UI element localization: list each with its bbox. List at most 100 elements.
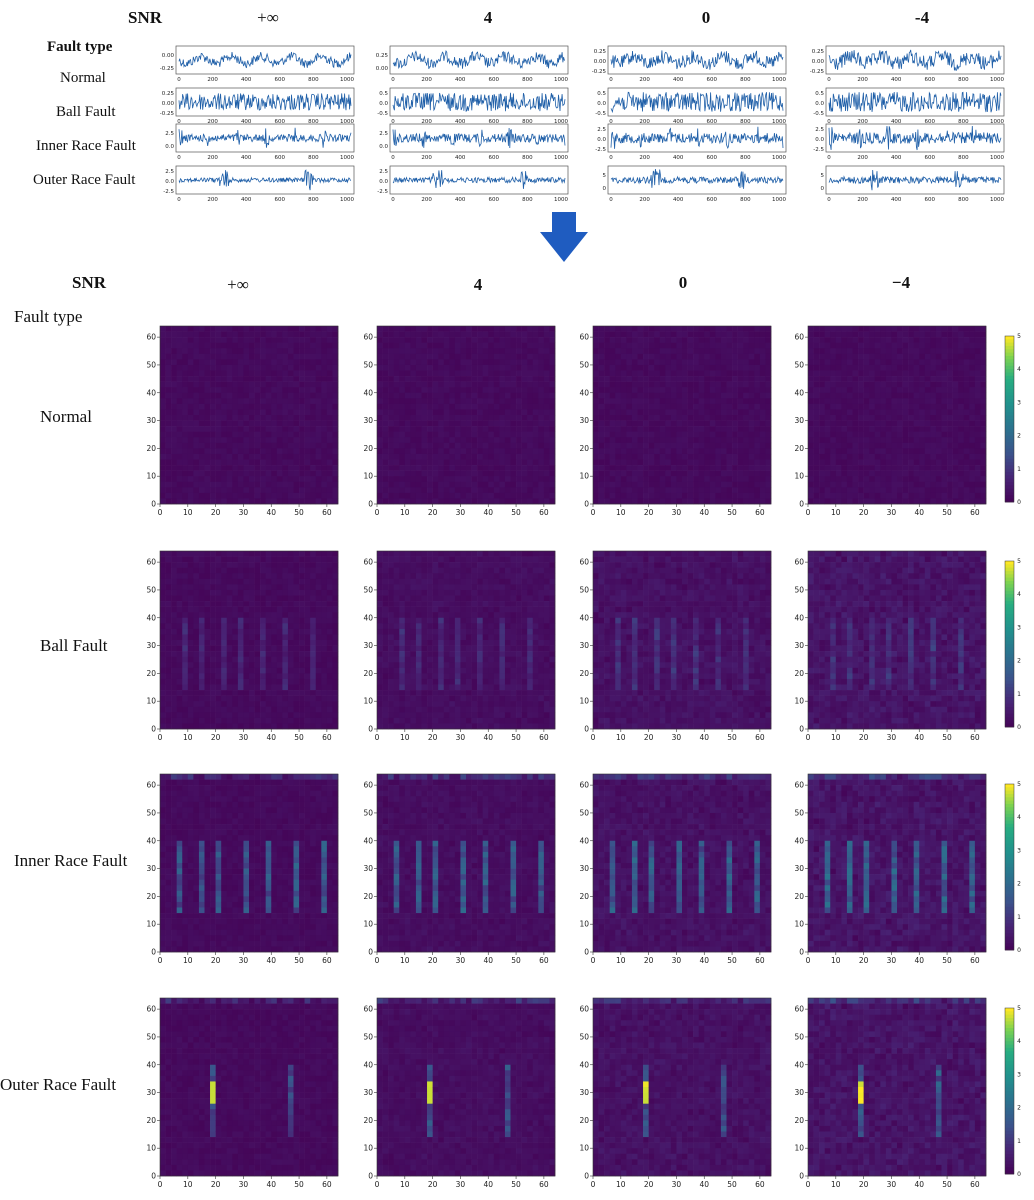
heatmap-cell — [510, 364, 517, 371]
heatmap-cell — [488, 437, 495, 444]
heatmap-cell — [443, 326, 450, 332]
heatmap-cell — [819, 448, 825, 455]
heatmap-cell — [165, 667, 172, 674]
heatmap-cell — [620, 437, 627, 444]
heatmap-cell — [198, 326, 205, 332]
waveform-y-tick: 0.00 — [162, 53, 175, 59]
heatmap-cell — [765, 387, 772, 394]
heatmap-cell — [715, 376, 722, 382]
heatmap-cell — [863, 376, 870, 382]
heatmap-cell — [504, 392, 511, 399]
heatmap-cell — [504, 453, 511, 460]
heatmap-cell — [226, 326, 233, 332]
heatmap-cell — [299, 376, 305, 382]
heatmap-cell — [891, 331, 898, 338]
heatmap-cell — [482, 403, 489, 410]
heatmap-cell — [824, 420, 831, 427]
heatmap-cell — [852, 370, 859, 377]
heatmap-cell — [858, 437, 864, 444]
waveform-x-tick: 600 — [275, 197, 286, 203]
heatmap-cell — [732, 331, 738, 338]
heatmap-cell — [232, 623, 239, 630]
heatmap-cell — [748, 403, 755, 410]
heatmap-cell — [935, 359, 942, 366]
heatmap-y-tick: 30 — [794, 416, 804, 425]
heatmap-cell — [399, 359, 406, 366]
heatmap-cell — [846, 381, 853, 388]
heatmap-cell — [908, 415, 914, 421]
heatmap-cell — [193, 364, 200, 371]
heatmap-cell — [198, 364, 205, 371]
heatmap-cell — [210, 376, 216, 382]
heatmap-cell — [615, 470, 622, 477]
heatmap-cell — [880, 392, 887, 399]
heatmap-cell — [720, 476, 727, 483]
heatmap-cell — [237, 567, 244, 574]
heatmap-cell — [454, 453, 461, 460]
heatmap-cell — [835, 403, 842, 410]
heatmap-cell — [963, 370, 970, 377]
heatmap-x-tick: 20 — [859, 508, 869, 517]
heatmap-cell — [980, 326, 987, 332]
heatmap-cell — [160, 717, 166, 724]
heatmap-cell — [637, 415, 644, 421]
heatmap-cell — [221, 376, 228, 382]
heatmap-cell — [493, 348, 500, 355]
heatmap-cell — [765, 437, 772, 444]
heatmap-cell — [682, 442, 688, 449]
heatmap-cell — [913, 331, 920, 338]
heatmap-cell — [510, 342, 517, 349]
heatmap-cell — [897, 442, 903, 449]
heatmap-cell — [527, 370, 534, 377]
heatmap-cell — [869, 381, 876, 388]
heatmap-cell — [226, 617, 233, 624]
heatmap-cell — [521, 326, 528, 332]
heatmap-cell — [160, 695, 166, 702]
heatmap-cell — [919, 465, 926, 471]
heatmap-cell — [326, 381, 333, 388]
heatmap-cell — [421, 392, 428, 399]
heatmap-cell — [631, 381, 638, 388]
heatmap-cell — [415, 470, 422, 477]
heatmap-cell — [226, 723, 233, 730]
heatmap-cell — [176, 651, 183, 657]
heatmap-cell — [204, 381, 211, 388]
heatmap-cell — [499, 376, 506, 382]
heatmap-cell — [748, 409, 755, 416]
heatmap-cell — [869, 342, 876, 349]
heatmap-cell — [321, 392, 328, 399]
heatmap-cell — [160, 348, 166, 355]
heatmap-cell — [176, 364, 183, 371]
heatmap-cell — [858, 420, 864, 427]
heatmap-cell — [176, 476, 183, 483]
heatmap-cell — [698, 492, 705, 499]
heatmap-cell — [759, 465, 766, 471]
heatmap-cell — [321, 364, 328, 371]
heatmap-cell — [226, 442, 233, 449]
heatmap-cell — [858, 442, 864, 449]
heatmap-cell — [488, 498, 495, 505]
heatmap-cell — [885, 409, 892, 416]
heatmap-cell — [952, 342, 959, 349]
heatmap-cell — [310, 381, 317, 388]
heatmap-cell — [808, 459, 814, 466]
heatmap-cell — [265, 481, 272, 488]
heatmap-cell — [670, 437, 677, 444]
heatmap-cell — [693, 470, 699, 477]
heatmap-cell — [924, 381, 931, 388]
heatmap-cell — [466, 453, 472, 460]
heatmap-cell — [626, 337, 633, 343]
heatmap-cell — [182, 717, 189, 724]
heatmap-cell — [715, 437, 722, 444]
heatmap-cell — [421, 442, 428, 449]
heatmap-cell — [187, 470, 194, 477]
heatmap-cell — [388, 431, 394, 438]
heatmap-cell — [604, 481, 610, 488]
heatmap-cell — [980, 470, 987, 477]
heatmap-cell — [935, 431, 942, 438]
heatmap-cell — [326, 403, 333, 410]
heatmap-cell — [969, 498, 976, 505]
heatmap-cell — [720, 498, 727, 505]
heatmap-cell — [187, 342, 194, 349]
heatmap-cell — [527, 420, 534, 427]
